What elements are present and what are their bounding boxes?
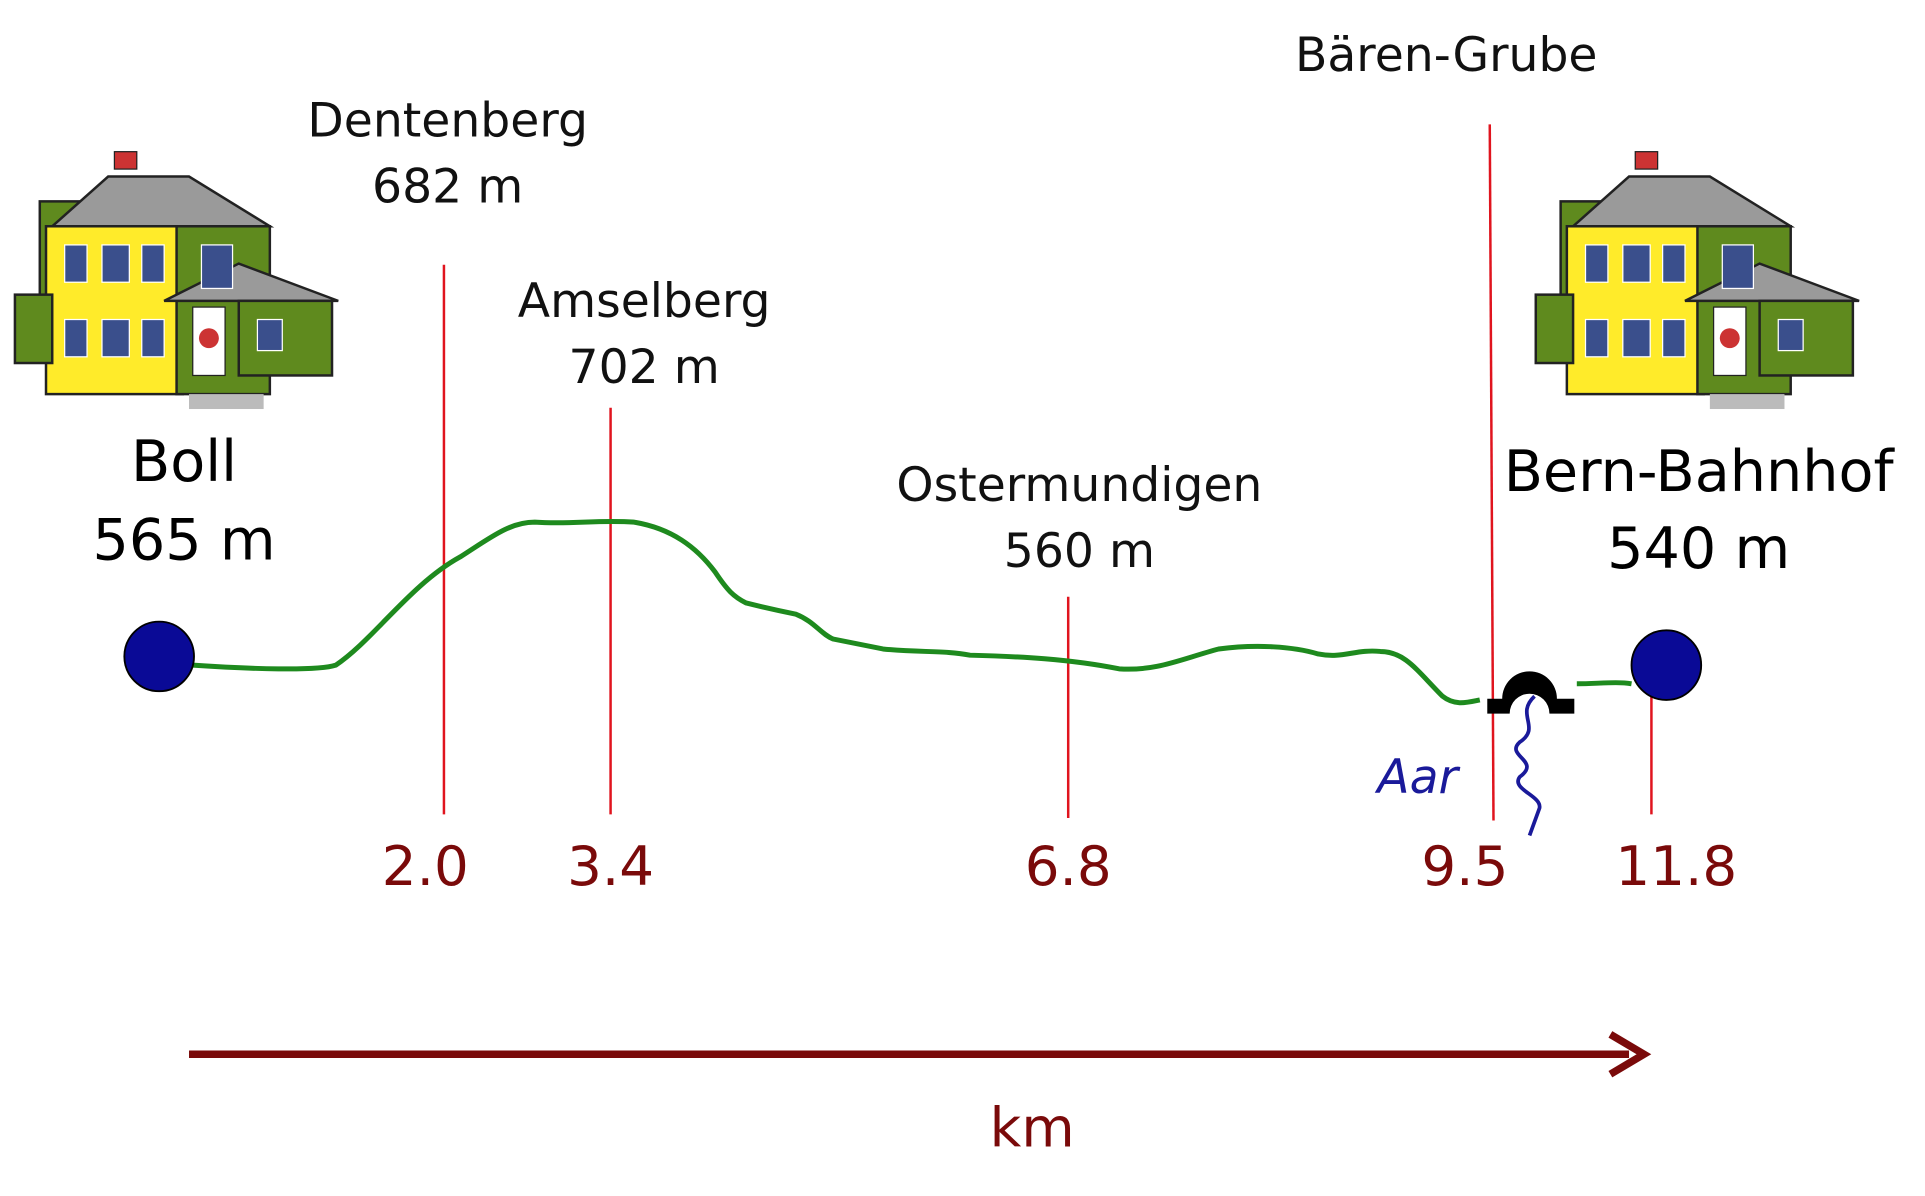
waypoint-elevation: 560 m (1004, 524, 1155, 579)
bridge (1487, 671, 1575, 714)
river (1514, 694, 1542, 837)
distance-label: 9.5 (1421, 834, 1508, 898)
start-elevation: 565 m (93, 507, 276, 573)
axis-arrowhead (1608, 1031, 1652, 1078)
waypoint-name: Bären-Grube (1295, 28, 1598, 83)
house-icon (13, 150, 340, 411)
end-name: Bern-Bahnhof (1504, 439, 1896, 505)
marker-line (1488, 124, 1495, 821)
waypoint-name: Amselberg (518, 274, 771, 329)
distance-label: 3.4 (567, 834, 654, 898)
distance-label: 2.0 (382, 834, 469, 898)
waypoint-elevation: 682 m (372, 160, 523, 215)
house-icon (1534, 150, 1861, 411)
end-elevation: 540 m (1607, 516, 1790, 582)
distance-label: 11.8 (1615, 834, 1737, 898)
distance-label: 6.8 (1025, 834, 1112, 898)
waypoint-name: Dentenberg (307, 94, 588, 149)
start-name: Boll (131, 429, 237, 495)
waypoint-elevation: 702 m (569, 340, 720, 395)
waypoint-name: Ostermundigen (896, 458, 1262, 513)
elevation-profile (192, 518, 1481, 706)
river-label: Aar (1374, 750, 1460, 805)
start-point (123, 620, 195, 693)
axis-label: km (990, 1095, 1075, 1159)
elevation-profile (1576, 680, 1632, 687)
end-point (1630, 629, 1703, 701)
